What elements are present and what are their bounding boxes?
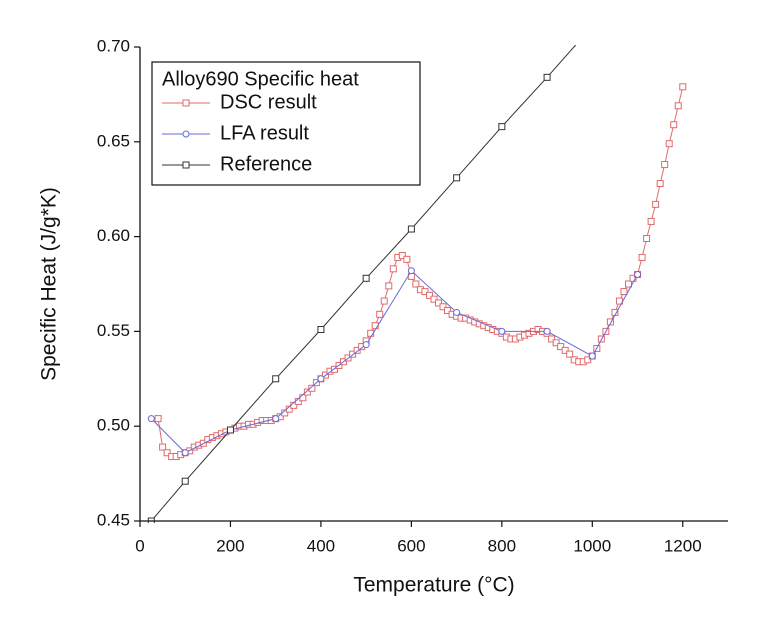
- marker: [647, 217, 655, 225]
- x-tick-label: 200: [216, 536, 244, 555]
- marker: [670, 121, 678, 129]
- marker: [407, 267, 415, 275]
- y-tick-label: 0.60: [97, 226, 130, 245]
- legend-marker: [182, 130, 190, 138]
- marker: [498, 123, 506, 131]
- marker: [566, 350, 574, 358]
- y-tick-label: 0.45: [97, 510, 130, 529]
- marker: [163, 449, 171, 457]
- marker: [674, 102, 682, 110]
- marker: [665, 140, 673, 148]
- marker: [147, 415, 155, 423]
- marker: [624, 280, 632, 288]
- marker: [498, 327, 506, 335]
- x-tick-label: 400: [307, 536, 335, 555]
- x-tick-label: 800: [488, 536, 516, 555]
- marker: [661, 161, 669, 169]
- marker: [557, 343, 565, 351]
- marker: [638, 253, 646, 261]
- x-axis-title: Temperature (°C): [353, 574, 514, 597]
- marker: [634, 271, 642, 279]
- legend-title: Alloy690 Specific heat: [162, 68, 359, 90]
- marker: [362, 341, 370, 349]
- y-tick-label: 0.65: [97, 131, 130, 150]
- marker: [407, 225, 415, 233]
- x-tick-label: 1200: [664, 536, 702, 555]
- marker: [548, 335, 556, 343]
- marker: [543, 327, 551, 335]
- y-tick-label: 0.50: [97, 416, 130, 435]
- marker: [308, 384, 316, 392]
- marker: [380, 297, 388, 305]
- legend: Alloy690 Specific heat DSC result LFA res…: [151, 61, 421, 186]
- marker: [385, 282, 393, 290]
- marker: [317, 326, 325, 334]
- marker: [272, 415, 280, 423]
- legend-marker: [182, 161, 190, 169]
- legend-label: DSC result: [220, 91, 317, 113]
- marker: [561, 346, 569, 354]
- marker: [439, 303, 447, 311]
- marker: [552, 339, 560, 347]
- marker: [403, 255, 411, 263]
- y-tick-label: 0.70: [97, 36, 130, 55]
- marker: [444, 307, 452, 315]
- x-tick-label: 1000: [573, 536, 611, 555]
- x-tick-label: 600: [397, 536, 425, 555]
- marker: [330, 365, 338, 373]
- x-tick-label: 0: [135, 536, 144, 555]
- marker: [643, 234, 651, 242]
- marker: [412, 280, 420, 288]
- marker: [421, 288, 429, 296]
- marker: [349, 350, 357, 358]
- marker: [453, 308, 461, 316]
- marker: [620, 288, 628, 296]
- marker: [303, 388, 311, 396]
- marker: [425, 291, 433, 299]
- marker: [543, 73, 551, 81]
- marker: [317, 375, 325, 383]
- plot-area: [147, 23, 687, 523]
- marker: [588, 352, 596, 360]
- marker: [226, 426, 234, 434]
- marker: [272, 375, 280, 383]
- y-axis-title: Specific Heat (J/g*K): [38, 187, 61, 381]
- marker: [353, 346, 361, 354]
- marker: [389, 265, 397, 273]
- marker: [181, 477, 189, 485]
- marker: [656, 180, 664, 188]
- marker: [652, 200, 660, 208]
- marker: [606, 318, 614, 326]
- marker: [159, 443, 167, 451]
- marker: [154, 415, 162, 423]
- marker: [589, 23, 595, 29]
- y-tick-label: 0.55: [97, 321, 130, 340]
- marker: [181, 449, 189, 457]
- marker: [629, 274, 637, 282]
- marker: [376, 310, 384, 318]
- marker: [679, 83, 687, 91]
- legend-label: LFA result: [220, 122, 309, 144]
- marker: [430, 295, 438, 303]
- marker: [299, 394, 307, 402]
- legend-label: Reference: [220, 153, 312, 175]
- series-line: [150, 269, 638, 454]
- marker: [584, 356, 592, 364]
- marker: [398, 252, 406, 260]
- legend-marker: [182, 99, 190, 107]
- marker: [435, 299, 443, 307]
- marker: [453, 174, 461, 182]
- marker: [362, 274, 370, 282]
